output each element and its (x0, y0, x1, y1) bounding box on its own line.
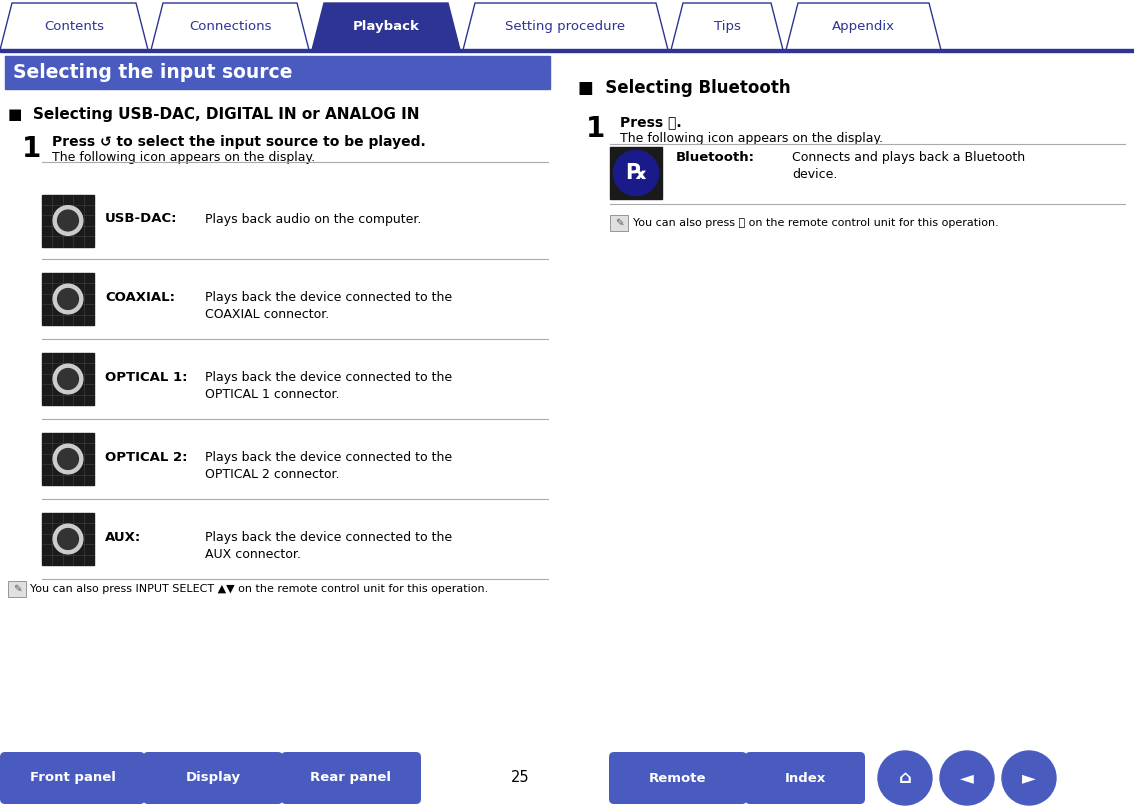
Text: Rear panel: Rear panel (311, 771, 391, 784)
Circle shape (58, 210, 78, 231)
Bar (5, 56, 550, 89)
Circle shape (613, 150, 659, 195)
Text: ⌂: ⌂ (898, 769, 912, 787)
Text: You can also press INPUT SELECT ▲▼ on the remote control unit for this operation: You can also press INPUT SELECT ▲▼ on th… (29, 584, 489, 594)
Text: Bluetooth:: Bluetooth: (676, 151, 755, 164)
Text: ℞: ℞ (626, 163, 646, 183)
Polygon shape (312, 3, 460, 50)
Polygon shape (786, 3, 941, 50)
Text: Plays back audio on the computer.: Plays back audio on the computer. (205, 212, 422, 225)
Text: You can also press ⓑ on the remote control unit for this operation.: You can also press ⓑ on the remote contr… (633, 218, 999, 228)
FancyBboxPatch shape (281, 752, 421, 804)
Circle shape (58, 369, 78, 390)
Text: Contents: Contents (44, 20, 104, 33)
Text: Plays back the device connected to the
AUX connector.: Plays back the device connected to the A… (205, 531, 452, 561)
Text: ■  Selecting Bluetooth: ■ Selecting Bluetooth (578, 79, 790, 97)
Circle shape (58, 529, 78, 550)
Text: OPTICAL 2:: OPTICAL 2: (105, 451, 187, 464)
Bar (610, 215, 628, 231)
Text: Playback: Playback (353, 20, 420, 33)
Circle shape (53, 524, 83, 554)
Circle shape (878, 751, 932, 805)
Text: ■  Selecting USB-DAC, DIGITAL IN or ANALOG IN: ■ Selecting USB-DAC, DIGITAL IN or ANALO… (8, 107, 420, 122)
Bar (42, 513, 94, 565)
Bar (0, 49, 1134, 52)
Bar (8, 581, 26, 597)
Text: Plays back the device connected to the
OPTICAL 2 connector.: Plays back the device connected to the O… (205, 451, 452, 481)
Text: Tips: Tips (713, 20, 741, 33)
Bar (42, 353, 94, 405)
Bar (0, 52, 1134, 752)
Text: 1: 1 (22, 135, 41, 163)
Polygon shape (463, 3, 668, 50)
Text: Selecting the input source: Selecting the input source (12, 63, 293, 82)
Text: Press ↺ to select the input source to be played.: Press ↺ to select the input source to be… (52, 135, 425, 149)
Text: ►: ► (1022, 769, 1036, 787)
Text: Display: Display (186, 771, 240, 784)
FancyBboxPatch shape (0, 752, 145, 804)
Text: 1: 1 (586, 115, 606, 143)
Text: AUX:: AUX: (105, 531, 142, 544)
Text: 25: 25 (510, 771, 530, 785)
Text: ✎: ✎ (615, 218, 624, 228)
Text: COAXIAL:: COAXIAL: (105, 291, 175, 304)
Polygon shape (151, 3, 308, 50)
Text: Front panel: Front panel (29, 771, 116, 784)
Circle shape (58, 449, 78, 470)
Circle shape (58, 289, 78, 309)
Polygon shape (0, 3, 149, 50)
FancyBboxPatch shape (745, 752, 865, 804)
Bar (0, 3, 1134, 50)
Text: ◄: ◄ (960, 769, 974, 787)
Text: USB-DAC:: USB-DAC: (105, 212, 178, 225)
Text: Plays back the device connected to the
COAXIAL connector.: Plays back the device connected to the C… (205, 291, 452, 321)
Text: Remote: Remote (650, 771, 706, 784)
Bar (610, 147, 662, 199)
Text: Press ⓑ.: Press ⓑ. (620, 115, 682, 129)
Text: Connections: Connections (188, 20, 271, 33)
Circle shape (1002, 751, 1056, 805)
Circle shape (53, 444, 83, 474)
Circle shape (53, 364, 83, 394)
Circle shape (53, 284, 83, 314)
Bar (42, 194, 94, 246)
Text: The following icon appears on the display.: The following icon appears on the displa… (620, 132, 883, 145)
Bar (42, 273, 94, 325)
FancyBboxPatch shape (143, 752, 284, 804)
Text: OPTICAL 1:: OPTICAL 1: (105, 371, 187, 384)
Text: Plays back the device connected to the
OPTICAL 1 connector.: Plays back the device connected to the O… (205, 371, 452, 401)
Text: Setting procedure: Setting procedure (506, 20, 626, 33)
FancyBboxPatch shape (609, 752, 747, 804)
Polygon shape (671, 3, 782, 50)
Bar (42, 433, 94, 485)
Text: ✎: ✎ (12, 584, 22, 594)
Text: Connects and plays back a Bluetooth
device.: Connects and plays back a Bluetooth devi… (792, 151, 1025, 181)
Text: The following icon appears on the display.: The following icon appears on the displa… (52, 151, 315, 164)
Circle shape (53, 206, 83, 236)
Text: Appendix: Appendix (832, 20, 895, 33)
Circle shape (940, 751, 995, 805)
Text: Index: Index (785, 771, 826, 784)
